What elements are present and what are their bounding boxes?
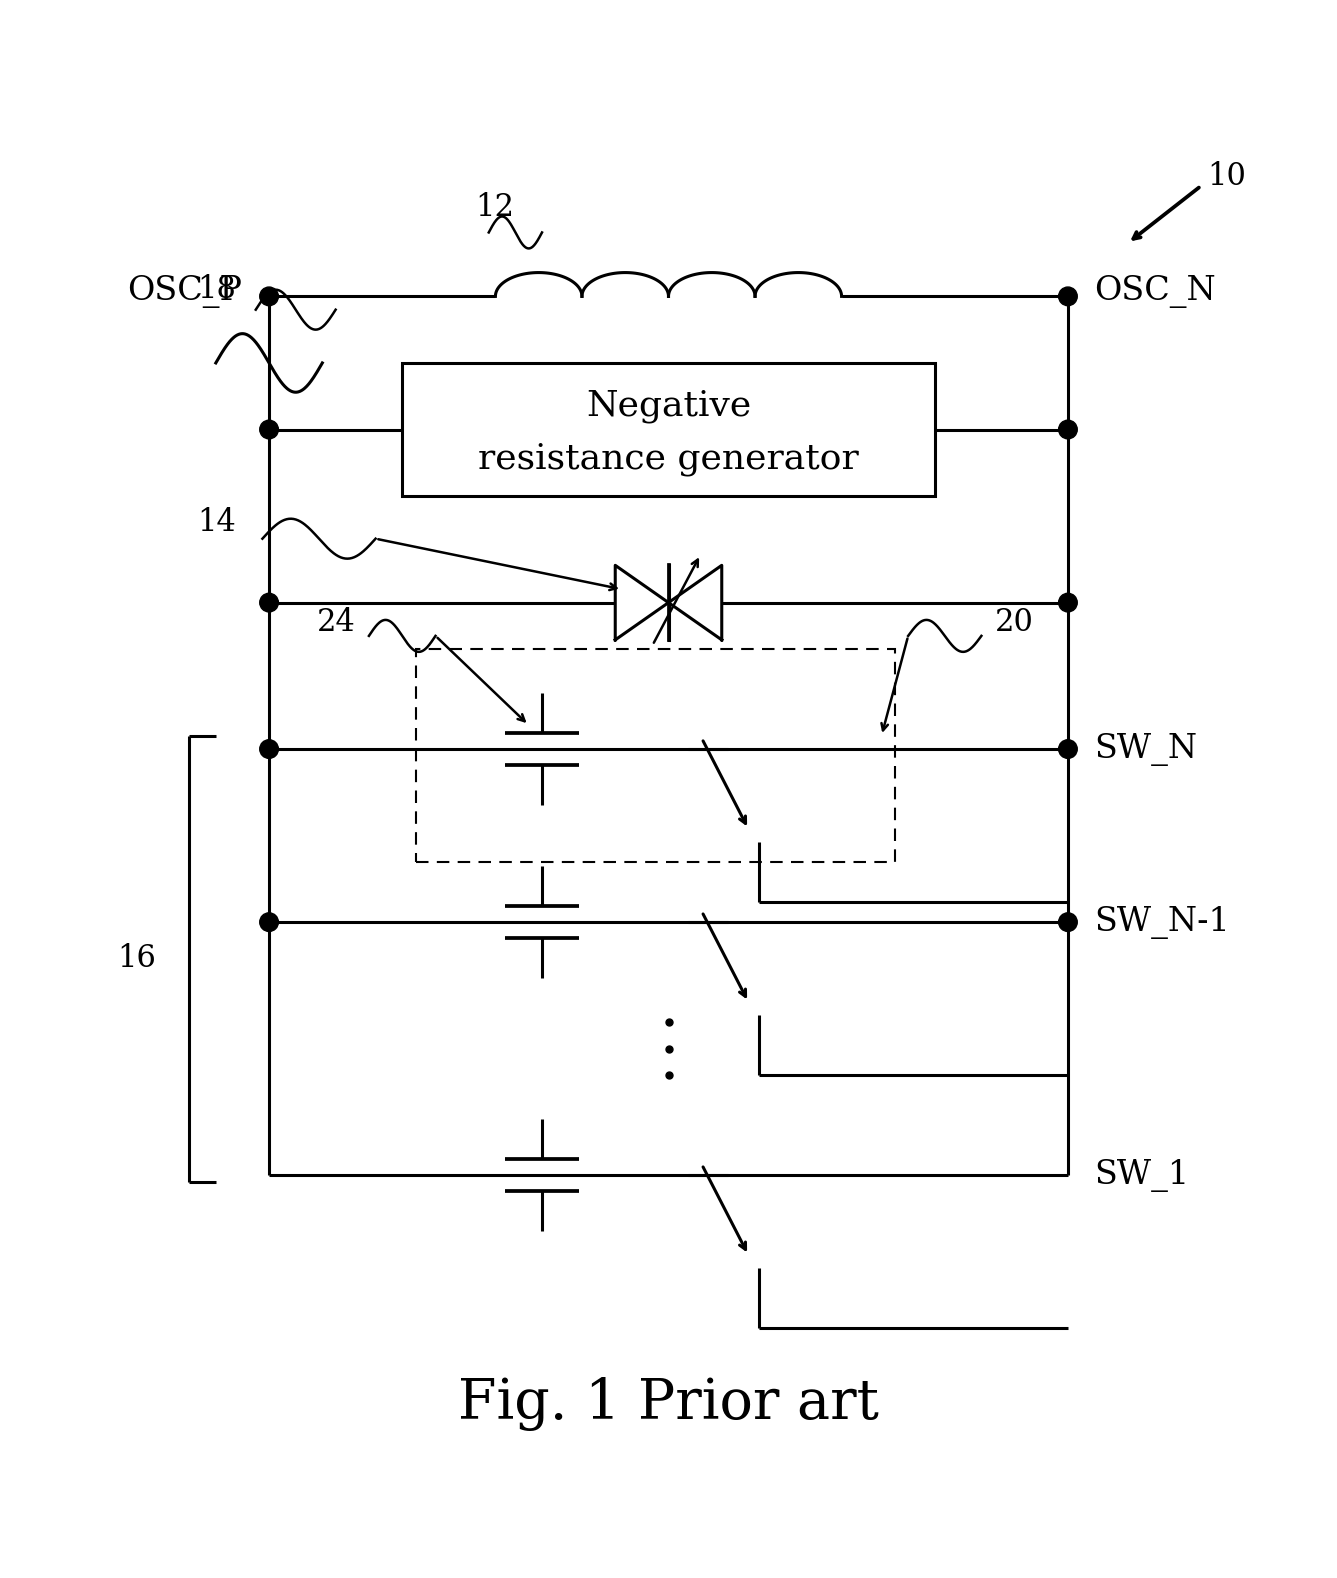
- Circle shape: [1059, 593, 1078, 612]
- Bar: [402, 363, 935, 495]
- Circle shape: [259, 420, 278, 439]
- Text: SW_N: SW_N: [1095, 732, 1198, 765]
- Circle shape: [1059, 740, 1078, 759]
- Polygon shape: [615, 565, 668, 639]
- Circle shape: [1059, 912, 1078, 931]
- Polygon shape: [668, 565, 722, 639]
- Text: 20: 20: [995, 608, 1034, 638]
- Circle shape: [259, 740, 278, 759]
- Text: Fig. 1 Prior art: Fig. 1 Prior art: [459, 1376, 878, 1431]
- Text: 16: 16: [118, 944, 156, 974]
- Circle shape: [1059, 420, 1078, 439]
- Circle shape: [1059, 287, 1078, 306]
- Circle shape: [259, 287, 278, 306]
- Text: 24: 24: [317, 608, 356, 638]
- Text: 14: 14: [197, 507, 235, 538]
- Text: Negative: Negative: [586, 388, 751, 423]
- Bar: [416, 649, 894, 862]
- Text: 10: 10: [1207, 161, 1246, 193]
- Text: 18: 18: [197, 275, 235, 305]
- Circle shape: [259, 912, 278, 931]
- Circle shape: [259, 593, 278, 612]
- Text: resistance generator: resistance generator: [479, 442, 858, 477]
- Text: OSC_N: OSC_N: [1095, 275, 1217, 308]
- Text: OSC_P: OSC_P: [127, 275, 242, 308]
- Text: SW_N-1: SW_N-1: [1095, 906, 1230, 939]
- Text: 12: 12: [476, 193, 515, 222]
- Text: SW_1: SW_1: [1095, 1158, 1190, 1191]
